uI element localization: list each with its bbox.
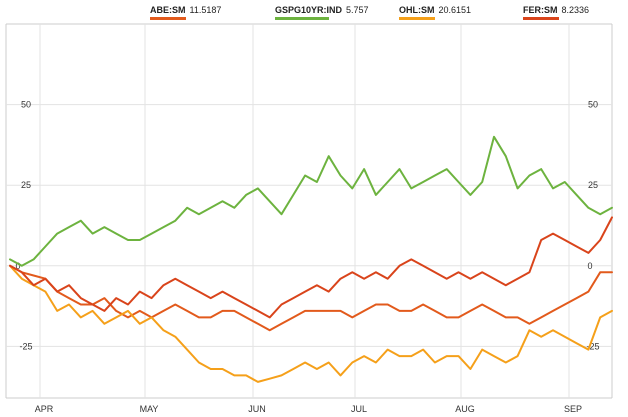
legend-value: 5.757 [346, 5, 369, 15]
y-tick-label-right: 25 [588, 180, 598, 190]
y-tick-label-left: -25 [19, 341, 32, 351]
x-tick-label: AUG [455, 404, 475, 414]
chart-legend: ABE:SM 11.5187 GSPG10YR:IND 5.757 OHL:SM 20.6… [0, 0, 628, 22]
legend-item[interactable]: FER:SM 8.2336 [523, 5, 590, 20]
legend-swatch [523, 17, 559, 20]
y-tick-label-left: 50 [21, 100, 31, 110]
legend-swatch [399, 17, 435, 20]
y-tick-label-right: 0 [587, 261, 592, 271]
legend-ticker: FER:SM [523, 5, 558, 15]
legend-ticker: GSPG10YR:IND [275, 5, 343, 15]
x-tick-label: APR [35, 404, 54, 414]
series-line [9, 264, 613, 383]
legend-swatch [150, 17, 186, 20]
y-tick-label-left: 25 [21, 180, 31, 190]
y-tick-label-right: -25 [586, 341, 599, 351]
x-tick-label: JUN [248, 404, 266, 414]
y-tick-label-left: 0 [15, 261, 20, 271]
series-line [9, 135, 613, 267]
legend-value: 20.6151 [438, 5, 472, 15]
legend-ticker: ABE:SM [150, 5, 186, 15]
x-tick-label: JUL [351, 404, 367, 414]
x-tick-label: MAY [140, 404, 159, 414]
legend-swatch [275, 17, 329, 20]
legend-value: 8.2336 [561, 5, 590, 15]
legend-value: 11.5187 [189, 5, 222, 15]
legend-item[interactable]: GSPG10YR:IND 5.757 [275, 5, 369, 20]
y-tick-label-right: 50 [588, 100, 598, 110]
x-tick-label: SEP [564, 404, 582, 414]
legend-item[interactable]: ABE:SM 11.5187 [150, 5, 222, 20]
legend-item[interactable]: OHL:SM 20.6151 [399, 5, 472, 20]
legend-ticker: OHL:SM [399, 5, 435, 15]
series-line [9, 216, 613, 319]
